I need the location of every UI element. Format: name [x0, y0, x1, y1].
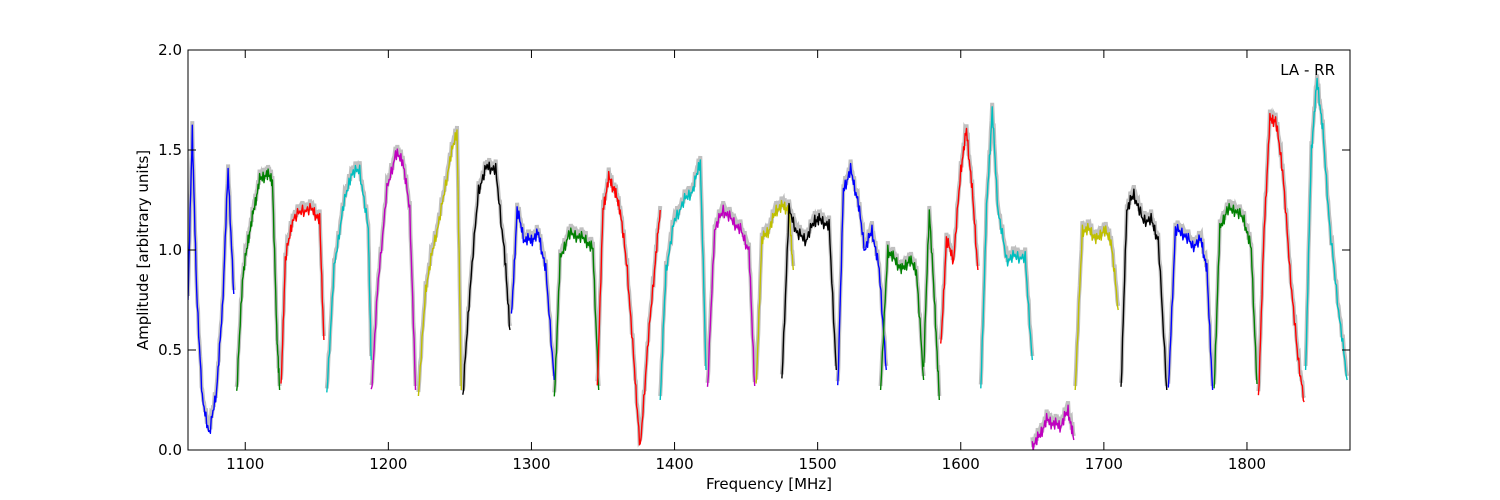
grey-envelope-line — [324, 159, 374, 389]
grey-envelope-line — [279, 199, 326, 380]
series-segment-line — [879, 244, 925, 391]
series-segment-line — [1304, 77, 1348, 381]
x-tick-label: 1200 — [369, 455, 407, 473]
grey-envelope-line — [1166, 220, 1215, 387]
y-tick-label: 0.5 — [158, 341, 182, 359]
series-segment-line — [553, 227, 600, 397]
panel-annotation: LA - RR — [1280, 61, 1335, 79]
series-segment-line — [1257, 112, 1305, 403]
grey-envelope-layer — [188, 74, 1350, 448]
series-segment-line — [837, 162, 887, 386]
y-axis: 0.0 0.5 1.0 1.5 2.0 — [158, 41, 1350, 459]
grey-envelope-line — [1212, 198, 1259, 385]
series-segment-line — [922, 209, 940, 401]
grey-envelope-line — [1073, 218, 1121, 387]
grey-envelope-line — [1119, 185, 1169, 387]
grey-envelope-line — [552, 223, 601, 393]
x-axis-label: Frequency [MHz] — [706, 475, 832, 493]
series-segment-line — [706, 204, 756, 387]
x-tick-label: 1800 — [1228, 455, 1266, 473]
series-segment-line — [940, 127, 979, 344]
grey-envelope-line — [878, 241, 926, 387]
series-segment-line — [596, 170, 661, 446]
series-segment-line — [1213, 202, 1258, 389]
series-segment-line — [1167, 223, 1214, 391]
series-segment-line — [1120, 188, 1168, 391]
y-axis-label: Amplitude [arbitrary units] — [134, 150, 152, 350]
grey-envelope-line — [1303, 74, 1350, 377]
grey-envelope-line — [1030, 401, 1076, 448]
x-tick-label: 1100 — [226, 455, 264, 473]
x-tick-label: 1700 — [1085, 455, 1123, 473]
series-segment-line — [417, 129, 462, 397]
x-tick-label: 1400 — [655, 455, 693, 473]
x-tick-label: 1300 — [512, 455, 550, 473]
series-layer — [188, 77, 1348, 450]
series-segment-line — [1074, 222, 1119, 391]
series-segment-line — [280, 202, 325, 384]
y-tick-label: 0.0 — [158, 441, 182, 459]
x-tick-label: 1500 — [799, 455, 837, 473]
grey-envelope-line — [705, 200, 757, 383]
series-segment-line — [1031, 404, 1075, 450]
grey-envelope-line — [509, 202, 557, 377]
series-segment-line — [326, 164, 372, 393]
grey-envelope-line — [658, 155, 708, 397]
series-segment-line — [236, 168, 281, 391]
x-tick-label: 1600 — [942, 455, 980, 473]
y-tick-label: 1.0 — [158, 241, 182, 259]
grey-envelope-line — [416, 125, 464, 393]
series-segment-line — [659, 159, 707, 401]
series-segment-line — [980, 106, 1033, 389]
series-segment-line — [370, 148, 417, 391]
x-axis: 1100 1200 1300 1400 1500 1600 1700 1800 — [226, 50, 1266, 473]
grey-envelope-line — [938, 121, 980, 340]
series-segment-line — [510, 206, 555, 381]
y-tick-label: 1.5 — [158, 141, 182, 159]
series-segment-line — [462, 161, 511, 395]
series-segment-line — [781, 202, 837, 379]
series-segment-line — [188, 124, 235, 434]
y-tick-label: 2.0 — [158, 41, 182, 59]
